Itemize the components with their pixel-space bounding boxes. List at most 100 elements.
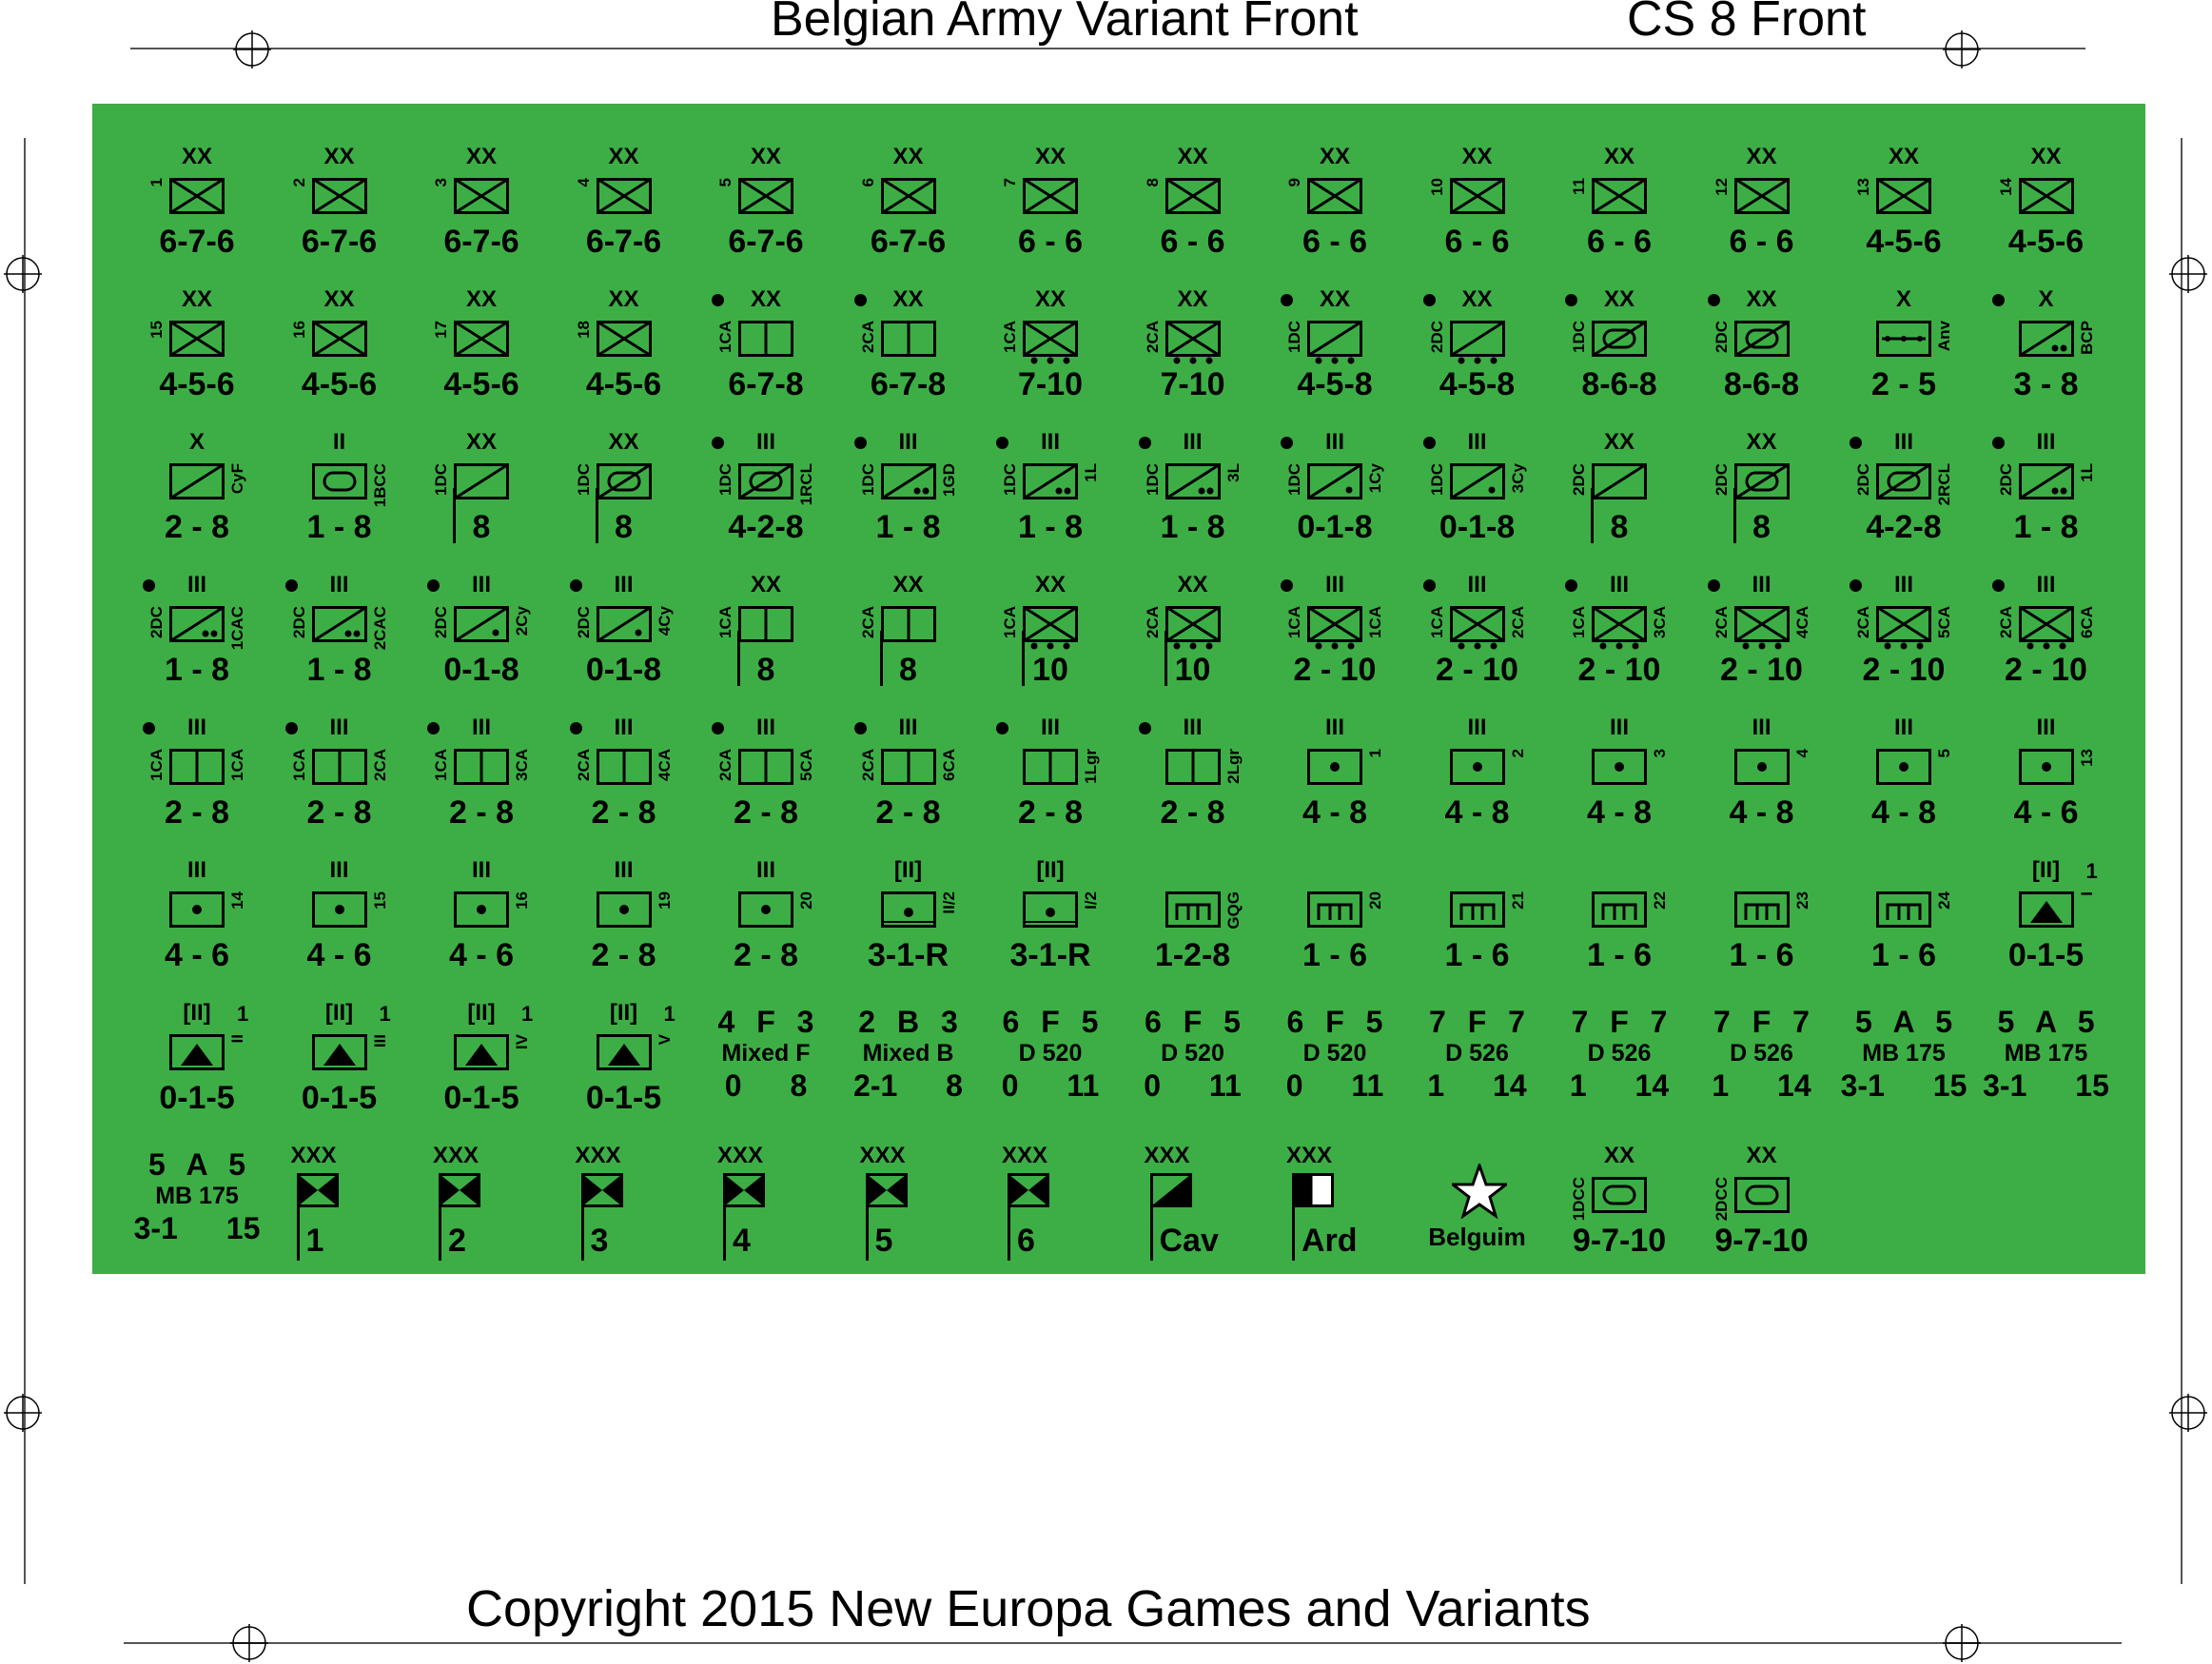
- unit-parent-label: 2DC: [1854, 463, 1872, 497]
- unit-size: XX: [1177, 286, 1208, 312]
- unit-size: XX: [1746, 144, 1777, 169]
- counter-factors: 6 F 5: [1002, 1005, 1099, 1039]
- unit-id-label: 1: [1366, 749, 1384, 758]
- unit-counter: XX 2DCC 9-7-10: [1691, 1145, 1833, 1287]
- unit-parent-label: 7: [1001, 178, 1019, 187]
- unit-parent-label: 1CA: [147, 749, 166, 782]
- unit-counter: XX 5 6-7-6: [695, 146, 837, 288]
- unit-strength: 3-1-R: [1009, 937, 1091, 973]
- unit-size: III: [614, 715, 634, 740]
- cavmot-symbol-icon: [1449, 321, 1505, 366]
- unit-strength: 4-5-6: [159, 366, 235, 402]
- unit-parent-label: 2DC: [1712, 463, 1731, 497]
- unit-strength: 1 - 8: [875, 509, 941, 545]
- hq-staff: [879, 631, 883, 686]
- corps-number: Ard: [1302, 1223, 1358, 1259]
- unit-strength: 6-7-6: [870, 224, 947, 260]
- cavgun-symbol-icon: [1023, 463, 1078, 509]
- unit-counter: X CyF 2 - 8: [126, 431, 268, 574]
- unit-parent-label: 1CA: [1001, 606, 1019, 639]
- unit-parent-label: 8: [1143, 178, 1162, 187]
- unit-strength: 0-1-5: [443, 1080, 519, 1116]
- counter-ratings: 0 11: [1144, 1068, 1242, 1103]
- counter-factors: 2 B 3: [858, 1005, 958, 1039]
- unit-parent-label: 1DC: [1427, 463, 1446, 497]
- unit-strength: 0-1-8: [1297, 509, 1373, 545]
- unit-strength: 2 - 8: [733, 794, 799, 831]
- split-symbol-icon: [880, 321, 936, 366]
- registration-mark-icon: [1943, 30, 1981, 69]
- unit-parent-label: 2CA: [1996, 606, 2015, 639]
- unit-counter: XX 2 6-7-6: [268, 146, 411, 288]
- unit-counter: III 2DC 2RCL 4-2-8: [1832, 431, 1975, 574]
- unit-id-label: II/2: [939, 891, 958, 914]
- counter-type: D 520: [1302, 1040, 1367, 1067]
- reserve-dot-icon: [1707, 294, 1720, 306]
- unit-parent-label: 1DCC: [1570, 1177, 1588, 1222]
- unit-size: XXX: [1001, 1143, 1048, 1168]
- infmot-symbol-icon: [1023, 606, 1078, 652]
- unit-counter: XX 18 4-5-6: [553, 288, 695, 431]
- unit-counter: XX 2CA 6-7-8: [837, 288, 980, 431]
- art-symbol-icon: [1307, 749, 1362, 794]
- split-symbol-icon: [169, 749, 225, 794]
- corps-icon: [296, 1173, 339, 1212]
- unit-parent-label: 2DC: [1570, 463, 1588, 497]
- unit-id-label: 2Cy: [513, 606, 531, 636]
- unit-parent-label: 2CA: [1143, 321, 1162, 354]
- unit-size: III: [186, 715, 207, 740]
- unit-size: [II]: [183, 1000, 211, 1026]
- unit-size: XX: [892, 572, 924, 597]
- unit-parent-label: 11: [1570, 178, 1588, 195]
- unit-parent-label: 1CA: [716, 321, 734, 354]
- unit-strength: 4 - 6: [306, 937, 372, 973]
- unit-strength: 4 - 8: [1444, 794, 1510, 831]
- inf-symbol-icon: [169, 321, 225, 366]
- counter-type: MB 175: [155, 1183, 239, 1209]
- hq-staff: [1008, 1173, 1010, 1261]
- unit-strength: 4-2-8: [728, 509, 804, 545]
- unit-size: XXX: [716, 1143, 764, 1168]
- unit-size: XX: [323, 286, 355, 312]
- unit-parent-label: 2CA: [858, 321, 877, 354]
- art-symbol-icon: [311, 891, 367, 937]
- unit-size: III: [1183, 429, 1203, 455]
- inf-symbol-icon: [1592, 178, 1647, 224]
- unit-counter: III 1Lgr 2 - 8: [979, 716, 1122, 859]
- unit-size: III: [1467, 429, 1487, 455]
- counter-type: D 520: [1018, 1040, 1083, 1067]
- unit-strength: 4-5-8: [1439, 366, 1516, 402]
- unit-parent-label: 2DC: [289, 606, 308, 639]
- air-naval-counter: 5 A 5 MB 175 3-1 15: [1975, 1006, 2118, 1148]
- split-symbol-icon: [738, 321, 793, 366]
- unit-strength: 0-1-5: [301, 1080, 378, 1116]
- cavgun-symbol-icon: [2018, 463, 2074, 509]
- inf-symbol-icon: [1876, 178, 1931, 224]
- unit-number: 1: [2085, 859, 2098, 883]
- inf-symbol-icon: [880, 178, 936, 224]
- split-symbol-icon: [311, 749, 367, 794]
- unit-id-label: 1CA: [228, 749, 246, 782]
- art-symbol-icon: [1876, 749, 1931, 794]
- infmot-symbol-icon: [1449, 606, 1505, 652]
- unit-strength: 6-7-6: [585, 224, 662, 260]
- infmot-symbol-icon: [1733, 606, 1790, 652]
- unit-counter: XX 1DCC 9-7-10: [1548, 1145, 1691, 1287]
- unit-size: III: [614, 857, 634, 883]
- unit-id-label: 5: [1935, 749, 1953, 758]
- counter-ratings: 1 14: [1712, 1068, 1811, 1103]
- infmot-symbol-icon: [1165, 321, 1221, 366]
- unit-size: XX: [750, 572, 782, 597]
- unit-counter: III 2DC 2CAC 1 - 8: [268, 574, 411, 716]
- unit-size: XX: [181, 286, 213, 312]
- armcav-symbol-icon: [1592, 321, 1647, 366]
- counter-ratings: 3-1 15: [1983, 1068, 2109, 1103]
- unit-counter: III 1CA 1CA 2 - 10: [1263, 574, 1406, 716]
- unit-counter: III 5 4 - 8: [1832, 716, 1975, 859]
- unit-counter: III 1DC 1Cy 0-1-8: [1263, 431, 1406, 574]
- unit-size: XX: [1603, 286, 1635, 312]
- reserve-dot-icon: [1707, 579, 1720, 592]
- unit-strength: 4-5-6: [585, 366, 662, 402]
- unit-strength: 8: [1752, 509, 1771, 545]
